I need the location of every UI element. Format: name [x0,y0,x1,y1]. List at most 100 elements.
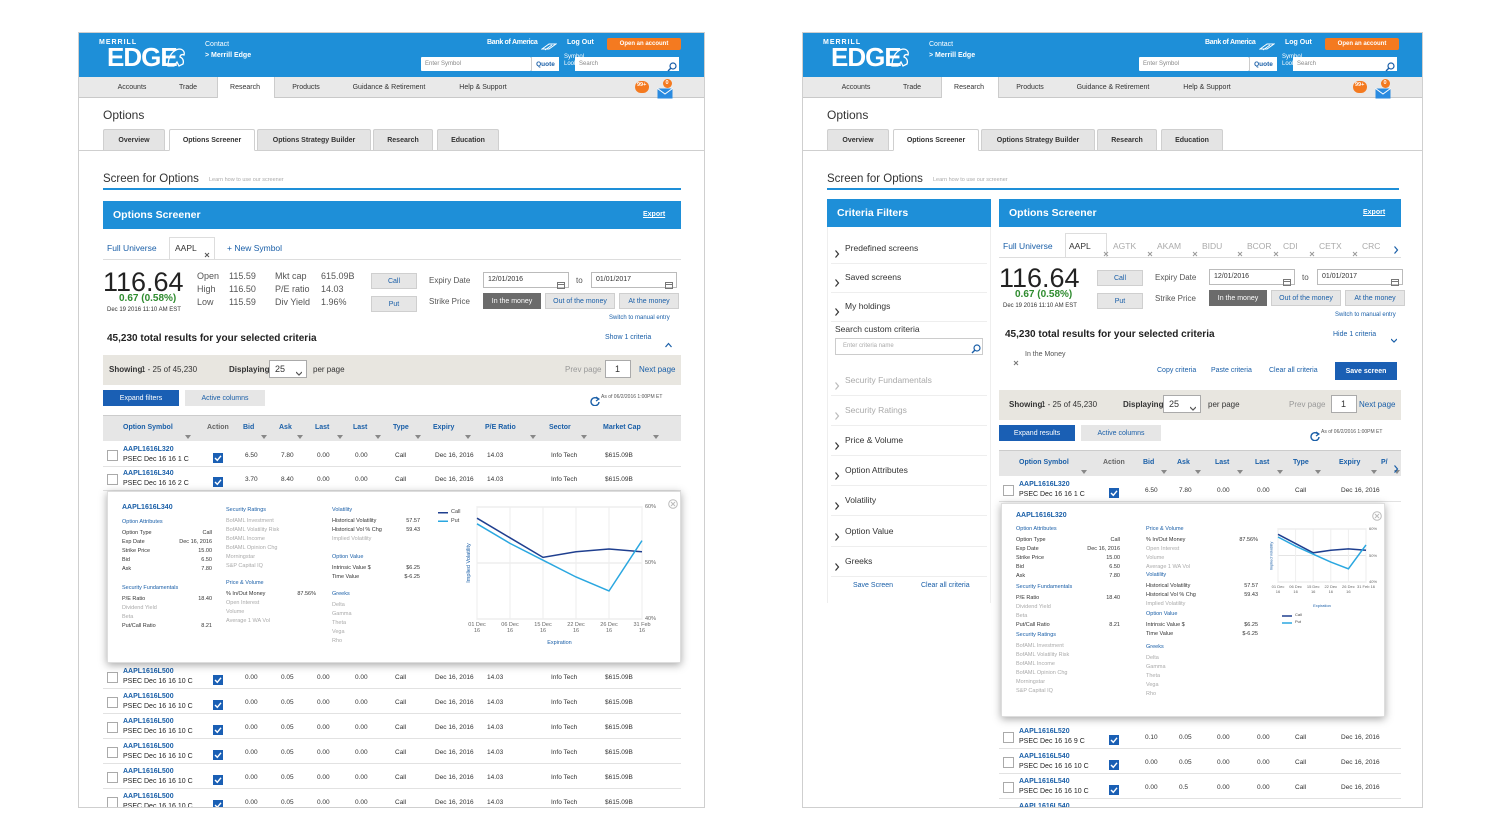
column-header[interactable]: Bid [1143,459,1155,466]
strike-button[interactable]: In the money [483,293,541,309]
criteria-search-input[interactable] [835,338,983,355]
strike-button[interactable]: Out of the money [545,293,615,309]
option-symbol[interactable]: AAPL1616L540 [1019,753,1070,760]
search-input[interactable] [575,57,679,71]
contact-link[interactable]: > Merrill Edge [205,52,252,59]
column-header[interactable]: Last [353,424,368,431]
date-input[interactable] [483,272,569,288]
symbol-tab[interactable]: AAPL [1069,241,1091,251]
column-header[interactable]: Option Symbol [1019,459,1069,466]
next-page[interactable]: Next page [639,365,676,374]
export-link[interactable]: Export [1363,209,1386,216]
section-help[interactable]: Learn how to use our screener [933,177,1008,183]
section-help[interactable]: Learn how to use our screener [209,177,284,183]
contact[interactable]: Contact [205,41,230,48]
strike-button[interactable]: Out of the money [1271,290,1341,306]
option-symbol[interactable]: AAPL1616L500 [123,768,174,775]
save-screen-button[interactable]: Save screen [1335,362,1397,380]
column-header[interactable]: P/ [1381,459,1388,466]
row-checkbox[interactable] [107,797,118,807]
clear-criteria-link[interactable]: Clear all criteria [921,582,970,589]
nav-item[interactable]: Products [1016,84,1044,91]
option-symbol[interactable]: AAPL1616L500 [123,743,174,750]
hide-criteria[interactable]: Hide 1 criteria [1333,331,1377,338]
symbol-tab[interactable]: BIDU [1202,241,1223,251]
symbol-lookup[interactable]: Symbol Lookup [1282,54,1303,67]
symbol-input[interactable] [421,57,531,71]
symbol-tab[interactable]: CETX [1319,241,1342,251]
show-criteria[interactable]: Show 1 criteria [605,334,652,341]
row-checkbox[interactable] [1003,757,1014,768]
symbol-tab[interactable]: CRC [1362,241,1381,251]
tab[interactable]: Overview [827,129,889,151]
symbol-tab[interactable]: Full Universe [107,243,157,253]
criteria-action[interactable]: Paste criteria [1211,367,1252,374]
call-button[interactable]: Call [1097,270,1143,286]
criteria-item[interactable]: My holdings [845,301,891,311]
column-header[interactable]: P/E Ratio [485,424,516,431]
contact[interactable]: Contact [929,41,954,48]
nav-item[interactable]: Accounts [117,84,147,91]
row-checkbox[interactable] [1003,732,1014,743]
column-header[interactable]: Sector [549,424,571,431]
criteria-item[interactable]: Greeks [845,556,873,566]
quote-button[interactable]: Quote [1249,57,1277,71]
open-account-button[interactable]: Open an account [1325,38,1399,50]
row-checkbox[interactable] [1003,485,1014,496]
row-checkbox[interactable] [1003,782,1014,793]
symbol-input[interactable] [1139,57,1249,71]
tab[interactable]: Options Strategy Builder [981,129,1095,151]
row-checkbox[interactable] [1003,807,1014,808]
row-checkbox[interactable] [107,672,118,683]
column-header[interactable]: Last [315,424,330,431]
column-header[interactable]: Expiry [433,424,455,431]
nav-item[interactable]: Accounts [841,84,871,91]
active-columns-button[interactable]: Active columns [185,390,265,406]
column-header[interactable]: Bid [243,424,255,431]
active-columns-button[interactable]: Active columns [1081,425,1161,441]
expand-button[interactable]: Expand filters [103,390,179,406]
page-input[interactable] [1331,395,1357,413]
criteria-item[interactable]: Saved screens [845,272,902,282]
strike-button[interactable]: In the money [1209,290,1267,306]
strike-button[interactable]: At the money [1345,290,1405,306]
symbol-tab[interactable]: Full Universe [1003,241,1053,251]
column-header[interactable]: Last [1215,459,1230,466]
criteria-item[interactable]: Price & Volume [845,435,904,445]
criteria-item[interactable]: Predefined screens [845,243,919,253]
option-symbol[interactable]: AAPL1616L540 [1019,778,1070,785]
option-symbol[interactable]: AAPL1616L520 [1019,728,1070,735]
logout[interactable]: Log Out [1285,39,1312,46]
symbol-tab[interactable]: AKAM [1157,241,1182,251]
option-symbol[interactable]: AAPL1616L540 [1019,803,1070,808]
criteria-item[interactable]: Volatility [845,495,877,505]
criteria-item[interactable]: Option Attributes [845,465,908,475]
symbol-tab[interactable]: BCOR [1247,241,1272,251]
tab[interactable]: Options Screener [893,129,979,151]
row-checkbox[interactable] [107,474,118,485]
option-symbol[interactable]: AAPL1616L320 [123,446,174,453]
date-input[interactable] [1317,269,1403,285]
column-header[interactable]: Type [393,424,409,431]
tab[interactable]: Education [437,129,499,151]
date-input[interactable] [591,272,677,288]
nav-item[interactable]: Research [954,84,984,91]
nav-item[interactable]: Research [230,84,260,91]
nav-item[interactable]: Trade [902,84,922,91]
export-link[interactable]: Export [643,211,666,218]
nav-item[interactable]: Trade [178,84,198,91]
call-button[interactable]: Call [371,273,417,289]
manual-entry-link[interactable]: Switch to manual entry [1335,312,1396,318]
row-checkbox[interactable] [107,772,118,783]
page-input[interactable] [605,360,631,378]
symbol-tab[interactable]: AGTK [1113,241,1137,251]
column-header[interactable]: Type [1293,459,1309,466]
row-checkbox[interactable] [107,450,118,461]
nav-item[interactable]: Guidance & Retirement [1076,84,1150,91]
save-screen-link[interactable]: Save Screen [853,582,894,589]
tab[interactable]: Education [1161,129,1223,151]
option-symbol[interactable]: AAPL1616L500 [123,718,174,725]
nav-item[interactable]: Help & Support [459,84,507,91]
column-header[interactable]: Ask [279,424,292,431]
prev-page[interactable]: Prev page [565,365,602,374]
